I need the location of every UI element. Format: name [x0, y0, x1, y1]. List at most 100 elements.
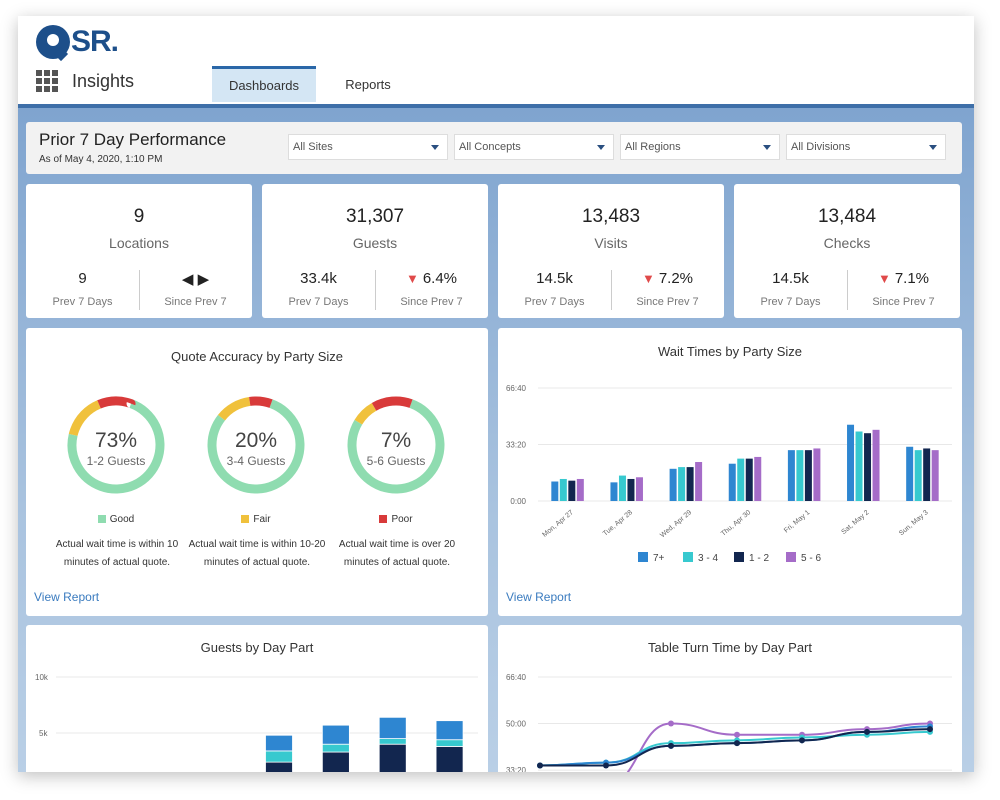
table-turn-title: Table Turn Time by Day Part	[647, 640, 812, 655]
y-tick-label: 33:20	[506, 441, 527, 450]
donut-1: 73% 1-2 Guests	[67, 396, 165, 494]
stacked-bar-segment	[265, 750, 293, 763]
y-tick-label: 5k	[39, 729, 48, 738]
bar	[695, 462, 703, 501]
legend-label: 5 - 6	[801, 553, 821, 564]
bar	[804, 450, 812, 501]
data-point	[799, 737, 805, 744]
divider	[375, 270, 376, 310]
tab-dashboards[interactable]: Dashboards	[212, 66, 316, 102]
divisions-filter[interactable]: All Divisions	[786, 134, 946, 160]
divider	[847, 270, 848, 310]
bar	[559, 478, 567, 501]
x-tick-label: Sun, May 3	[898, 509, 930, 537]
logo-q-mark	[36, 25, 70, 59]
bar	[855, 431, 863, 501]
divider	[611, 270, 612, 310]
kpi-label: Guests	[352, 235, 398, 251]
concepts-filter-value: All Concepts	[459, 141, 521, 153]
arrow-down-icon: ▼	[405, 271, 419, 286]
kpi-prev-value: 14.5k	[772, 270, 809, 287]
guests-day-part-chart: 10k 5k	[35, 673, 478, 772]
x-tick-label: Fri, May 1	[783, 509, 811, 534]
quote-view-report-link[interactable]: View Report	[34, 590, 100, 604]
quote-accuracy-donuts: 73% 1-2 Guests 20% 3-4 Guests 7% 5-6 Guests	[67, 396, 445, 494]
sites-filter[interactable]: All Sites	[288, 134, 448, 160]
tab-reports[interactable]: Reports	[345, 76, 391, 92]
bar	[923, 448, 931, 501]
legend-swatch	[97, 515, 106, 524]
legend-swatch	[683, 552, 693, 562]
stacked-bar-segment	[265, 734, 293, 752]
y-tick-label: 0:00	[510, 497, 526, 506]
y-tick-label: 50:00	[506, 720, 527, 729]
bar	[737, 458, 745, 501]
kpi-value: 13,483	[581, 206, 641, 227]
divider	[139, 270, 140, 310]
arrow-down-icon: ▼	[641, 271, 655, 286]
bar	[906, 446, 914, 501]
bar	[754, 456, 762, 501]
logo-text: SR.	[71, 25, 119, 58]
legend-label: 3 - 4	[698, 553, 718, 564]
guests-day-part-title: Guests by Day Part	[200, 640, 314, 655]
legend-desc-fair: Actual wait time is within 10-20 minutes…	[188, 539, 326, 568]
stacked-bar-segment	[321, 751, 350, 772]
bar	[618, 475, 626, 501]
bar	[787, 450, 795, 501]
chevron-down-icon	[431, 145, 439, 150]
x-tick-label: Thu, Apr 30	[720, 509, 752, 538]
performance-bar: Prior 7 Day Performance As of May 4, 202…	[26, 122, 962, 174]
stacked-bar-segment	[378, 743, 407, 772]
bar	[568, 480, 576, 501]
data-point	[668, 742, 674, 749]
table-turn-card: Table Turn Time by Day Part 33:20 50:00 66…	[498, 625, 962, 772]
wait-view-report-link[interactable]: View Report	[506, 590, 572, 604]
chevron-down-icon	[929, 145, 937, 150]
performance-timestamp: As of May 4, 2020, 1:10 PM	[39, 154, 163, 165]
chevron-down-icon	[597, 145, 605, 150]
legend-swatch	[379, 515, 388, 524]
bar	[745, 458, 753, 501]
legend-label: 7+	[653, 553, 665, 564]
app-grid-icon[interactable]	[36, 70, 58, 92]
donut-group: 1-2 Guests	[87, 454, 146, 468]
bar	[847, 424, 855, 501]
donut-segment-poor	[67, 396, 165, 494]
sites-filter-value: All Sites	[293, 141, 333, 153]
y-tick-label: 33:20	[506, 766, 527, 772]
app-title: Insights	[72, 71, 135, 91]
legend-desc-poor: Actual wait time is over 20 minutes of a…	[338, 539, 456, 568]
qsr-logo[interactable]: SR.	[36, 24, 119, 60]
legend-poor: Poor	[326, 514, 466, 525]
kpi-change: 7.2%	[658, 270, 694, 287]
regions-filter[interactable]: All Regions	[620, 134, 780, 160]
donut-group: 3-4 Guests	[227, 454, 286, 468]
divisions-filter-value: All Divisions	[791, 141, 851, 153]
donut-segment-good	[207, 396, 305, 494]
legend-fair: Fair	[186, 514, 326, 525]
kpi-value: 13,484	[817, 206, 877, 227]
x-tick-label: Tue, Apr 28	[602, 509, 634, 538]
dashboard-body: Prior 7 Day Performance As of May 4, 202…	[18, 104, 974, 772]
concepts-filter[interactable]: All Concepts	[454, 134, 614, 160]
table-turn-chart: 33:20 50:00 66:40	[506, 673, 952, 772]
bar	[813, 448, 821, 501]
arrow-down-icon: ▼	[877, 271, 891, 286]
bar	[551, 481, 559, 501]
kpi-change-label: Since Prev 7	[872, 296, 935, 308]
kpi-prev-label: Prev 7 Days	[524, 296, 585, 308]
legend-swatch	[638, 552, 648, 562]
y-tick-label: 66:40	[506, 673, 527, 682]
guests-day-part-card: Guests by Day Part 10k 5k	[26, 625, 488, 772]
legend-label: Good	[109, 514, 135, 525]
legend-swatch	[786, 552, 796, 562]
data-point	[864, 728, 870, 735]
kpi-change: ◀ ▶	[181, 271, 210, 288]
kpi-change-label: Since Prev 7	[636, 296, 699, 308]
stacked-bar-segment	[378, 738, 407, 745]
donut-group: 5-6 Guests	[367, 454, 426, 468]
donut-percent: 7%	[381, 429, 411, 452]
kpi-prev-value: 33.4k	[300, 270, 337, 287]
bar	[635, 477, 643, 501]
